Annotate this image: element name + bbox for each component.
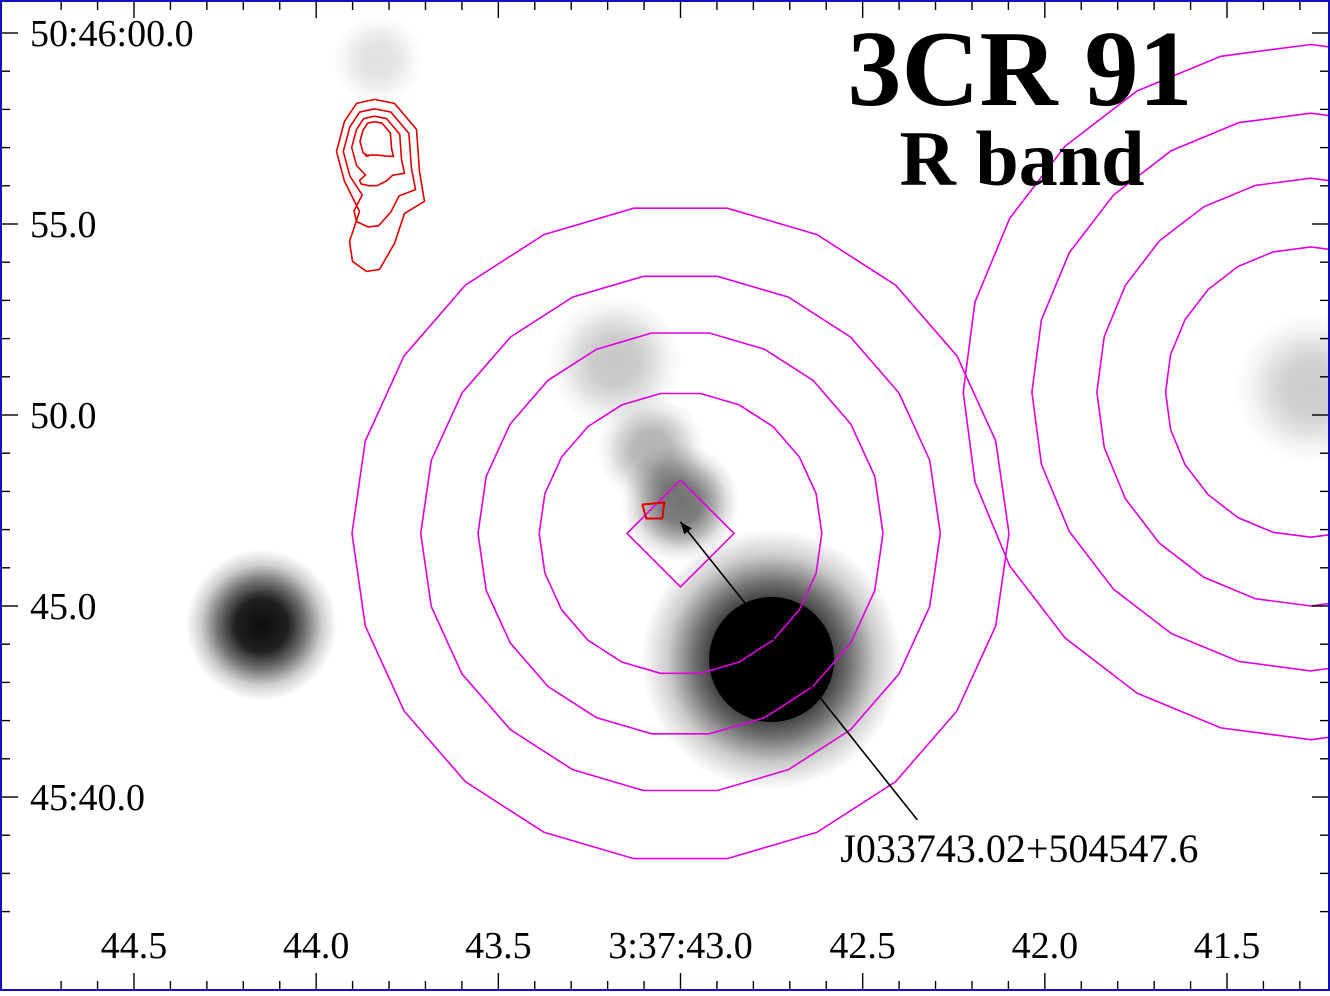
radio-core-contour — [641, 501, 666, 520]
xray-contour — [1031, 112, 1330, 672]
radio-contour — [359, 120, 395, 158]
xray-contour — [538, 392, 823, 675]
optical-source-glow — [547, 294, 683, 429]
annotation-layer: J033743.02+504547.6 — [679, 521, 1198, 871]
x-tick-label: 44.5 — [101, 925, 168, 967]
y-tick-label: 45:40.0 — [30, 777, 145, 819]
radio-contour — [335, 98, 426, 273]
xray-contour — [351, 207, 1010, 860]
x-tick-label: 42.5 — [829, 925, 896, 967]
optical-source — [547, 294, 683, 429]
xray-contour — [1096, 177, 1330, 607]
chart-title: 3CR 91 — [848, 10, 1193, 129]
optical-source — [331, 13, 425, 106]
radio-contour — [342, 108, 417, 228]
x-tick-label: 44.0 — [283, 925, 350, 967]
optical-source-glow — [1235, 312, 1330, 464]
x-tick-label: 41.5 — [1194, 925, 1261, 967]
y-tick-label: 50:46:00.0 — [30, 13, 194, 55]
radio-contour-layer — [335, 98, 666, 520]
optical-source — [641, 529, 902, 790]
optical-source — [185, 549, 338, 701]
optical-source-core — [709, 596, 835, 723]
radio-contour — [350, 115, 406, 187]
annotation-arrowhead — [680, 522, 692, 535]
xray-contour-layer — [351, 43, 1330, 860]
optical-image-layer — [185, 13, 1330, 790]
annotation-label: J033743.02+504547.6 — [840, 826, 1198, 871]
xray-contour — [477, 332, 884, 735]
annotation-arrow-line — [679, 521, 918, 821]
y-tick-label: 45.0 — [30, 586, 97, 628]
xray-contour — [1164, 246, 1330, 539]
xray-contour — [962, 43, 1330, 741]
x-tick-label: 42.0 — [1012, 925, 1079, 967]
xray-contour — [419, 275, 942, 792]
chart-subtitle: R band — [900, 115, 1145, 202]
optical-source-glow — [331, 13, 425, 106]
optical-source — [1235, 312, 1330, 464]
x-tick-label: 43.5 — [465, 925, 532, 967]
y-tick-label: 55.0 — [30, 204, 97, 246]
optical-source-glow — [185, 549, 338, 701]
y-tick-label: 50.0 — [30, 395, 97, 437]
x-tick-label: 3:37:43.0 — [608, 925, 753, 967]
axis-labels-layer: 44.5 44.0 43.5 3:37:43.0 42.5 42.0 41.5 50:46:0… — [30, 13, 1260, 967]
